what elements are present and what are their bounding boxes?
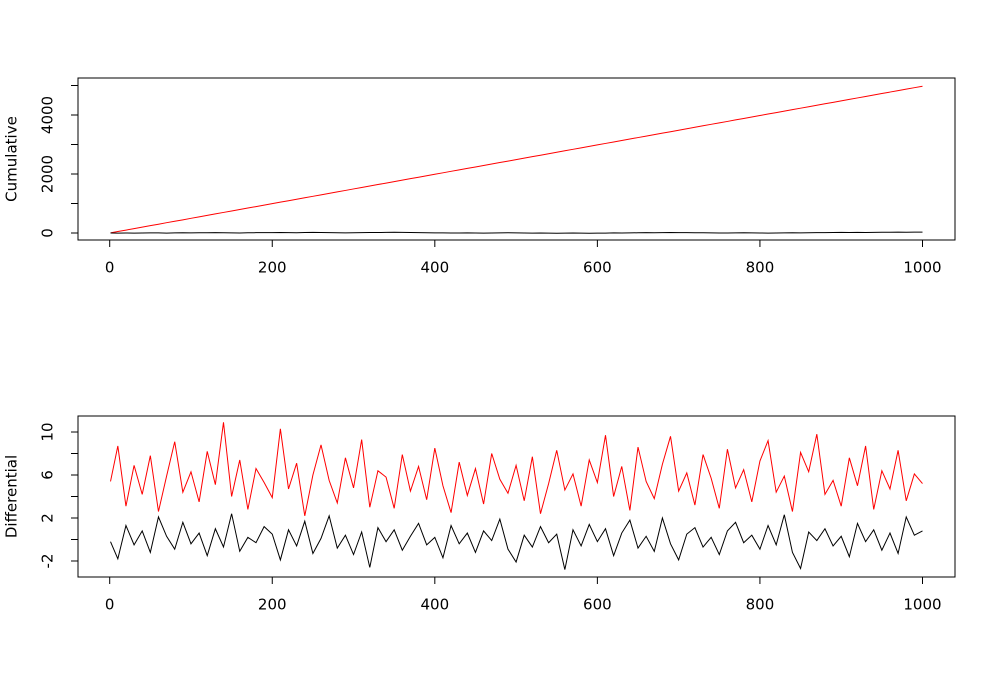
x-tick-label: 0	[105, 259, 115, 277]
x-tick-label: 1000	[903, 596, 941, 614]
x-tick-label: 200	[258, 259, 287, 277]
y-tick-label: 2	[39, 513, 57, 523]
y-tick-label: 6	[39, 470, 57, 480]
y-tick-label: 4000	[39, 96, 57, 134]
x-tick-label: 0	[105, 596, 115, 614]
y-axis-label: Differential	[3, 455, 21, 538]
plot-frame	[77, 77, 956, 241]
x-tick-label: 400	[420, 596, 449, 614]
x-tick-label: 600	[583, 259, 612, 277]
data-line	[110, 422, 923, 516]
x-tick-label: 1000	[903, 259, 941, 277]
plot-frame	[77, 415, 956, 578]
y-axis-label: Cumulative	[3, 116, 21, 202]
x-tick-label: 800	[746, 596, 775, 614]
data-line	[110, 231, 923, 234]
data-line	[110, 513, 923, 570]
x-tick-label: 800	[746, 259, 775, 277]
x-tick-label: 200	[258, 596, 287, 614]
data-line	[110, 85, 923, 234]
y-tick-label: -2	[39, 554, 57, 569]
x-tick-label: 600	[583, 596, 612, 614]
x-tick-label: 400	[420, 259, 449, 277]
y-tick-label: 2000	[39, 155, 57, 193]
y-tick-label: 0	[39, 228, 57, 238]
y-tick-label: 10	[39, 422, 57, 441]
